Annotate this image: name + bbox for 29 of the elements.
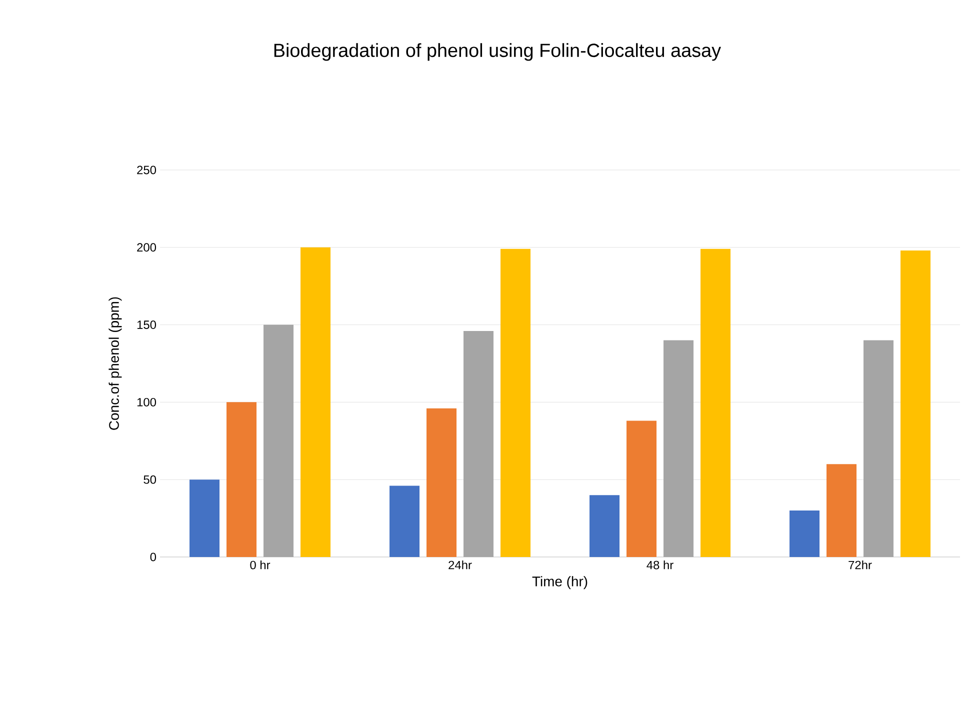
bar [190, 480, 220, 557]
y-tick-label: 100 [137, 398, 156, 406]
x-tick-label: 48 hr [646, 560, 674, 570]
bar [226, 402, 257, 557]
bar [590, 495, 620, 557]
bar [500, 248, 531, 557]
x-tick-label: 0 hr [250, 560, 270, 570]
bar [864, 340, 894, 557]
y-tick-label: 50 [144, 475, 156, 484]
x-axis-title: Time (hr) [532, 576, 588, 590]
chart-title: Biodegradation of phenol using Folin-Ciocalteu aasay [274, 43, 721, 61]
bar [390, 486, 420, 557]
x-tick-label: 72hr [848, 560, 872, 570]
y-tick-label: 200 [137, 243, 156, 252]
y-tick-label: 150 [137, 320, 156, 330]
bar [426, 408, 457, 557]
bar [264, 324, 294, 557]
bar [664, 340, 694, 557]
bar [700, 248, 731, 557]
y-axis-title: Conc.of phenol (ppm) [108, 297, 122, 430]
bar [464, 330, 494, 557]
bar [790, 510, 820, 557]
y-tick-label: 0 [150, 552, 156, 562]
bar [900, 250, 931, 557]
y-tick-label: 250 [137, 166, 156, 174]
bar [826, 464, 857, 557]
x-tick-label: 24hr [448, 560, 472, 570]
bar [626, 420, 657, 557]
bar [300, 247, 331, 557]
